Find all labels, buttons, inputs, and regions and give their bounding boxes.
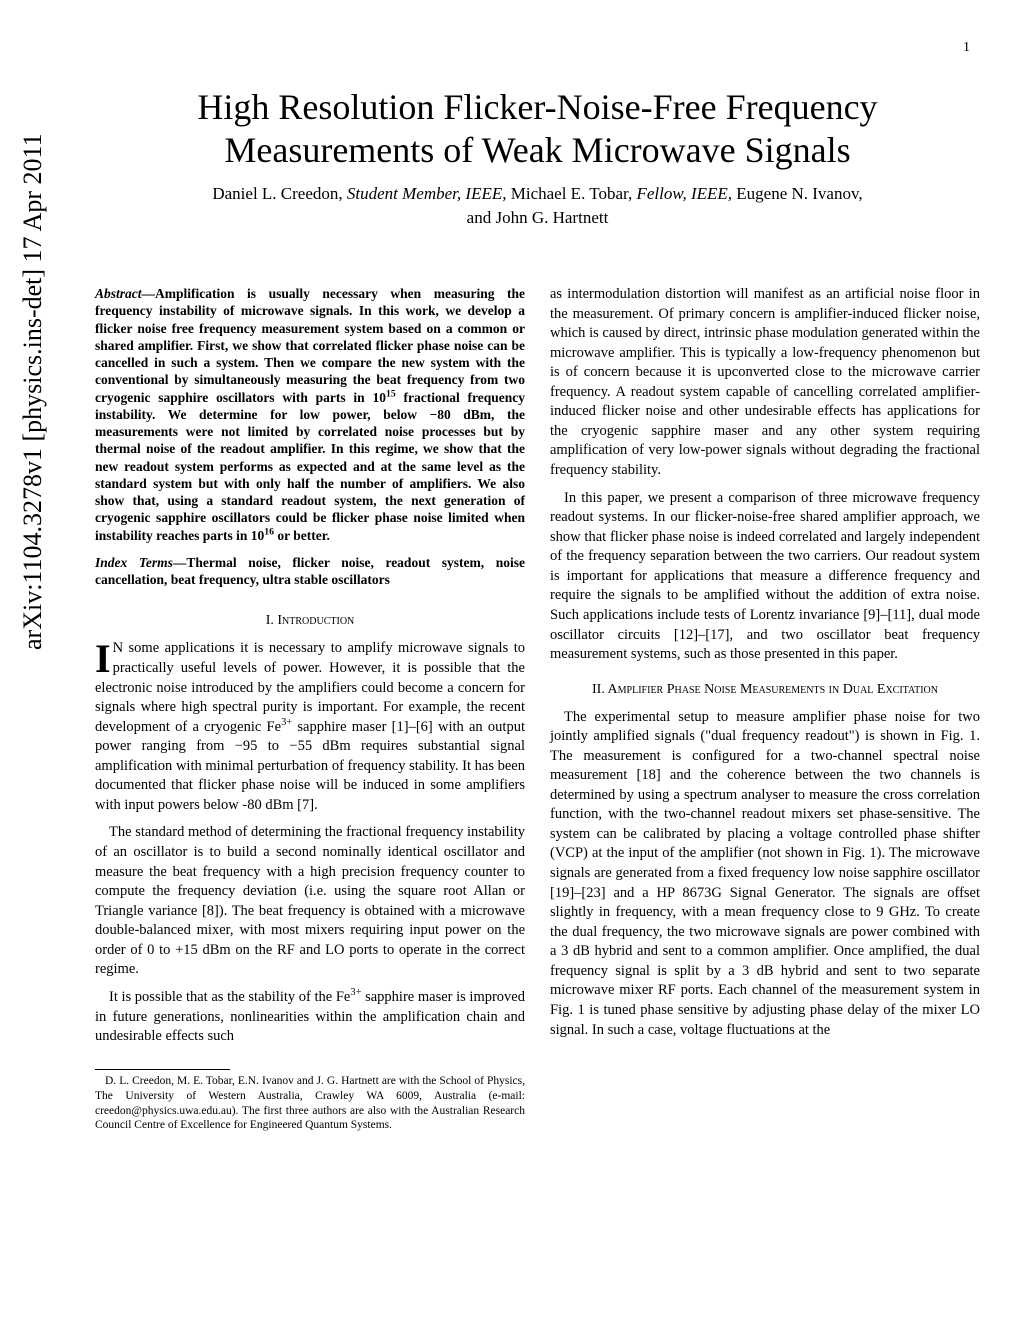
abstract-sup-1: 15 bbox=[386, 388, 396, 399]
author-2: Michael E. Tobar, bbox=[506, 184, 636, 203]
title-line-1: High Resolution Flicker-Noise-Free Frequ… bbox=[197, 87, 877, 127]
col2-paragraph-1: as intermodulation distortion will manif… bbox=[550, 285, 980, 481]
author-4: and John G. Hartnett bbox=[467, 208, 609, 227]
author-1-affiliation: Student Member, IEEE, bbox=[347, 184, 507, 203]
abstract-text-1: —Amplification is usually necessary when… bbox=[95, 286, 525, 405]
author-2-affiliation: Fellow, IEEE, bbox=[636, 184, 732, 203]
abstract-text-2: fractional frequency instability. We det… bbox=[95, 390, 525, 543]
abstract-label: Abstract bbox=[95, 286, 142, 301]
abstract-text-3: or better. bbox=[274, 528, 330, 543]
abstract-sup-2: 16 bbox=[264, 526, 274, 537]
section-1-paragraph-1: IN some applications it is necessary to … bbox=[95, 639, 525, 815]
page-body: 1 High Resolution Flicker-Noise-Free Fre… bbox=[95, 40, 980, 1310]
index-terms-label: Index Terms bbox=[95, 555, 173, 570]
title-line-2: Measurements of Weak Microwave Signals bbox=[224, 130, 850, 170]
section-2-heading: II. Amplifier Phase Noise Measurements i… bbox=[550, 681, 980, 700]
paper-title: High Resolution Flicker-Noise-Free Frequ… bbox=[95, 86, 980, 172]
index-terms: Index Terms—Thermal noise, flicker noise… bbox=[95, 554, 525, 589]
dropcap: I bbox=[95, 639, 113, 676]
arxiv-identifier: arXiv:1104.3278v1 [physics.ins-det] 17 A… bbox=[18, 133, 48, 650]
page-number: 1 bbox=[95, 40, 980, 56]
authors-block: Daniel L. Creedon, Student Member, IEEE,… bbox=[95, 182, 980, 230]
abstract: Abstract—Amplification is usually necess… bbox=[95, 285, 525, 544]
section-1-paragraph-2: The standard method of determining the f… bbox=[95, 823, 525, 980]
right-column: as intermodulation distortion will manif… bbox=[550, 285, 980, 1133]
two-column-layout: Abstract—Amplification is usually necess… bbox=[95, 285, 980, 1133]
section-1-paragraph-3: It is possible that as the stability of … bbox=[95, 988, 525, 1047]
p1-sup: 3+ bbox=[281, 717, 292, 728]
p3-text-a: It is possible that as the stability of … bbox=[109, 989, 350, 1005]
section-1-heading: I. Introduction bbox=[95, 612, 525, 631]
footnote-rule bbox=[95, 1069, 230, 1070]
p3-sup: 3+ bbox=[350, 987, 361, 998]
author-footnote: D. L. Creedon, M. E. Tobar, E.N. Ivanov … bbox=[95, 1074, 525, 1134]
left-column: Abstract—Amplification is usually necess… bbox=[95, 285, 525, 1133]
author-3: Eugene N. Ivanov, bbox=[732, 184, 863, 203]
col2-paragraph-2: In this paper, we present a comparison o… bbox=[550, 489, 980, 665]
col2-paragraph-3: The experimental setup to measure amplif… bbox=[550, 708, 980, 1041]
author-1: Daniel L. Creedon, bbox=[212, 184, 347, 203]
